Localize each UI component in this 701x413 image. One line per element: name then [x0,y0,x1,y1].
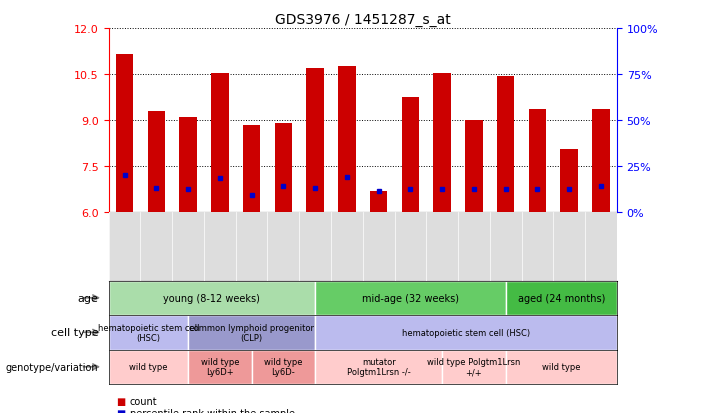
Bar [188,315,315,350]
Bar [442,350,505,384]
Text: common lymphoid progenitor
(CLP): common lymphoid progenitor (CLP) [189,323,314,342]
Text: ■: ■ [116,408,125,413]
Bar [315,281,505,315]
Bar [109,281,315,315]
Bar [188,350,252,384]
Bar [529,110,546,213]
Bar [116,55,133,213]
Bar [465,121,483,213]
Text: genotype/variation: genotype/variation [6,362,98,372]
Bar [179,118,197,213]
Text: wild type Polgtm1Lrsn
+/+: wild type Polgtm1Lrsn +/+ [427,357,521,377]
Bar [505,350,617,384]
Bar [275,124,292,213]
Bar [252,350,315,384]
Bar [109,315,188,350]
Bar [306,69,324,213]
Bar [109,350,188,384]
Text: aged (24 months): aged (24 months) [517,293,605,303]
Bar [243,126,260,213]
Bar [505,281,617,315]
Bar [370,191,388,213]
Bar [315,315,617,350]
Text: wild type
Ly6D+: wild type Ly6D+ [200,357,239,377]
Text: hematopoietic stem cell (HSC): hematopoietic stem cell (HSC) [402,328,530,337]
Bar [402,98,419,213]
Text: wild type: wild type [129,362,168,371]
Title: GDS3976 / 1451287_s_at: GDS3976 / 1451287_s_at [275,12,451,26]
Bar [148,112,165,213]
Text: cell type: cell type [50,328,98,337]
Bar [315,350,442,384]
Bar [592,110,610,213]
Text: percentile rank within the sample: percentile rank within the sample [130,408,294,413]
Text: hematopoietic stem cell
(HSC): hematopoietic stem cell (HSC) [97,323,199,342]
Text: count: count [130,396,157,406]
Bar [211,74,229,213]
Text: young (8-12 weeks): young (8-12 weeks) [163,293,260,303]
Text: age: age [77,293,98,303]
Text: mutator
Polgtm1Lrsn -/-: mutator Polgtm1Lrsn -/- [347,357,411,377]
Text: wild type: wild type [542,362,580,371]
Bar [433,74,451,213]
Bar [338,67,355,213]
Bar [561,150,578,213]
Text: ■: ■ [116,396,125,406]
Text: wild type
Ly6D-: wild type Ly6D- [264,357,303,377]
Bar [497,76,515,213]
Text: mid-age (32 weeks): mid-age (32 weeks) [362,293,459,303]
